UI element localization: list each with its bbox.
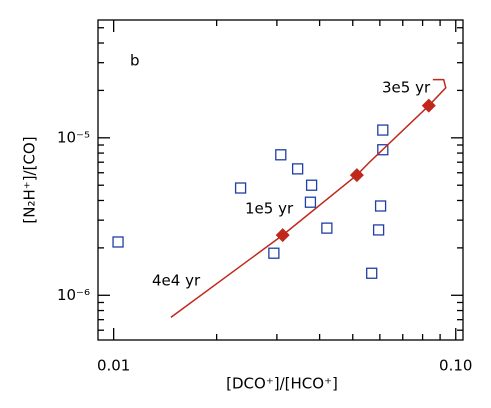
square-marker: [234, 182, 247, 194]
diamond-marker: [275, 228, 290, 243]
square-marker: [374, 200, 387, 212]
square-marker: [268, 247, 280, 259]
square-marker: [377, 124, 389, 136]
x-tick-label: 0.01: [97, 357, 130, 375]
diamond-marker: [349, 168, 364, 183]
x-axis-label: [DCO⁺]/[HCO⁺]: [226, 375, 338, 393]
annotation: 3e5 yr: [382, 79, 431, 97]
square-marker: [112, 236, 124, 248]
square-marker: [304, 196, 317, 208]
x-tick-label: 0.10: [439, 357, 472, 375]
square-marker: [305, 179, 318, 191]
annotation: 4e4 yr: [152, 272, 201, 290]
square-marker: [377, 144, 389, 156]
annotation: 1e5 yr: [245, 200, 294, 218]
plot-frame: [97, 19, 464, 341]
square-marker: [321, 222, 333, 234]
diamond-marker: [421, 98, 436, 113]
square-marker: [291, 163, 304, 175]
y-tick-label: 10⁻⁶: [57, 286, 90, 304]
y-tick-label: 10⁻⁵: [57, 128, 90, 146]
panel-label: b: [130, 52, 140, 70]
square-marker: [366, 267, 378, 279]
square-marker: [372, 224, 385, 236]
model-track: [170, 78, 447, 318]
square-marker: [275, 149, 287, 161]
y-axis-label: [N₂H⁺]/[CO]: [21, 136, 39, 223]
